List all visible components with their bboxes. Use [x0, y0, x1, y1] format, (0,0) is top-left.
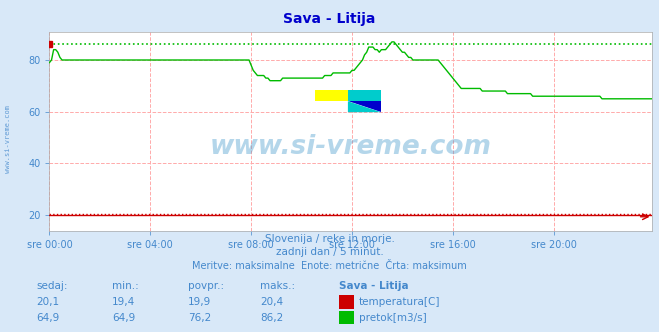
- Text: sedaj:: sedaj:: [36, 281, 68, 290]
- Polygon shape: [348, 101, 381, 112]
- Text: 19,4: 19,4: [112, 297, 135, 307]
- Text: 64,9: 64,9: [112, 313, 135, 323]
- Text: 64,9: 64,9: [36, 313, 59, 323]
- Text: www.si-vreme.com: www.si-vreme.com: [210, 134, 492, 160]
- Polygon shape: [348, 101, 381, 112]
- Text: 76,2: 76,2: [188, 313, 211, 323]
- Text: povpr.:: povpr.:: [188, 281, 224, 290]
- Text: 20,4: 20,4: [260, 297, 283, 307]
- Bar: [348, 90, 381, 101]
- Text: 20,1: 20,1: [36, 297, 59, 307]
- Text: 19,9: 19,9: [188, 297, 211, 307]
- Text: temperatura[C]: temperatura[C]: [359, 297, 441, 307]
- Text: Sava - Litija: Sava - Litija: [339, 281, 409, 290]
- Text: pretok[m3/s]: pretok[m3/s]: [359, 313, 427, 323]
- Bar: [315, 90, 348, 101]
- Text: zadnji dan / 5 minut.: zadnji dan / 5 minut.: [275, 247, 384, 257]
- Text: Slovenija / reke in morje.: Slovenija / reke in morje.: [264, 234, 395, 244]
- Text: Meritve: maksimalne  Enote: metrične  Črta: maksimum: Meritve: maksimalne Enote: metrične Črta…: [192, 261, 467, 271]
- Text: min.:: min.:: [112, 281, 139, 290]
- Text: 86,2: 86,2: [260, 313, 283, 323]
- Text: maks.:: maks.:: [260, 281, 295, 290]
- Text: www.si-vreme.com: www.si-vreme.com: [5, 106, 11, 173]
- Text: Sava - Litija: Sava - Litija: [283, 12, 376, 26]
